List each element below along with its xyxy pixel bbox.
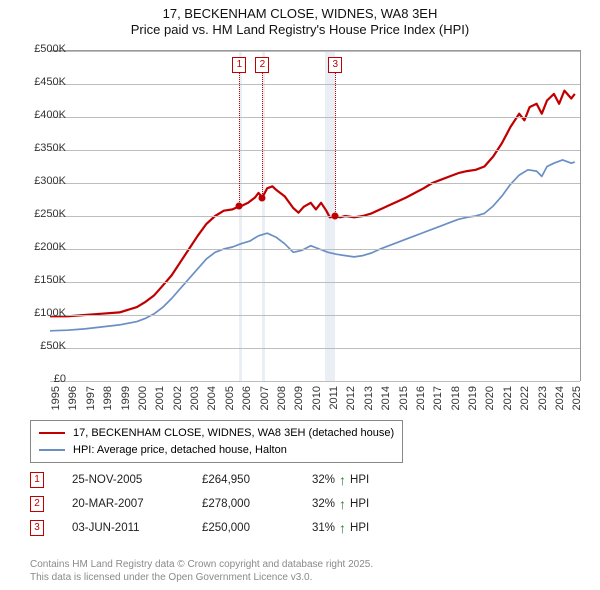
gridline-h: [50, 216, 580, 217]
gridline-h: [50, 282, 580, 283]
y-tick-label: £300K: [16, 175, 66, 187]
sale-marker-dot: [332, 213, 339, 220]
chart-legend: 17, BECKENHAM CLOSE, WIDNES, WA8 3EH (de…: [30, 420, 403, 463]
x-tick-label: 2003: [189, 386, 201, 426]
sales-diff: 32%↑HPI: [312, 496, 369, 512]
x-tick-label: 2025: [571, 386, 583, 426]
price-chart: 12 3: [50, 50, 581, 381]
sales-price: £264,950: [202, 474, 312, 486]
gridline-h: [50, 51, 580, 52]
x-tick-label: 2005: [224, 386, 236, 426]
gridline-h: [50, 117, 580, 118]
x-tick-label: 2017: [432, 386, 444, 426]
sale-marker-2: 2: [255, 57, 269, 73]
sales-diff: 31%↑HPI: [312, 520, 369, 536]
x-tick-label: 2022: [519, 386, 531, 426]
legend-row-price-paid: 17, BECKENHAM CLOSE, WIDNES, WA8 3EH (de…: [39, 425, 394, 442]
legend-label-hpi: HPI: Average price, detached house, Halt…: [73, 442, 287, 459]
page-title-line2: Price paid vs. HM Land Registry's House …: [0, 22, 600, 38]
footer-line2: This data is licensed under the Open Gov…: [30, 571, 373, 584]
x-tick-label: 1995: [50, 386, 62, 426]
sales-date: 25-NOV-2005: [72, 474, 202, 486]
x-tick-label: 1998: [102, 386, 114, 426]
x-tick-label: 2004: [206, 386, 218, 426]
x-tick-label: 2019: [467, 386, 479, 426]
y-tick-label: £500K: [16, 43, 66, 55]
gridline-h: [50, 381, 580, 382]
sales-price: £278,000: [202, 498, 312, 510]
series-hpi: [50, 160, 575, 331]
footer-line1: Contains HM Land Registry data © Crown c…: [30, 558, 373, 571]
arrow-up-icon: ↑: [339, 496, 346, 512]
y-tick-label: £250K: [16, 208, 66, 220]
gridline-h: [50, 150, 580, 151]
sales-diff: 32%↑HPI: [312, 472, 369, 488]
sales-date: 20-MAR-2007: [72, 498, 202, 510]
page-title-line1: 17, BECKENHAM CLOSE, WIDNES, WA8 3EH: [0, 6, 600, 22]
gridline-h: [50, 183, 580, 184]
y-tick-label: £400K: [16, 109, 66, 121]
sale-marker-1: 1: [232, 57, 246, 73]
sale-marker-dot: [259, 194, 266, 201]
license-footer: Contains HM Land Registry data © Crown c…: [30, 558, 373, 584]
x-tick-label: 1999: [120, 386, 132, 426]
x-tick-label: 2010: [311, 386, 323, 426]
legend-swatch-price-paid: [39, 432, 65, 434]
x-tick-label: 2015: [398, 386, 410, 426]
x-tick-label: 2013: [363, 386, 375, 426]
arrow-up-icon: ↑: [339, 472, 346, 488]
y-tick-label: £150K: [16, 274, 66, 286]
x-tick-label: 2002: [172, 386, 184, 426]
x-tick-label: 2001: [154, 386, 166, 426]
x-tick-label: 2012: [345, 386, 357, 426]
y-tick-label: £450K: [16, 76, 66, 88]
sales-row: 1 25-NOV-2005£264,95032%↑HPI: [30, 468, 369, 492]
sales-row: 3 03-JUN-2011£250,00031%↑HPI: [30, 516, 369, 540]
gridline-h: [50, 348, 580, 349]
sale-marker-line: [239, 73, 240, 206]
y-tick-label: £50K: [16, 340, 66, 352]
x-tick-label: 2023: [537, 386, 549, 426]
y-tick-label: £100K: [16, 307, 66, 319]
gridline-h: [50, 249, 580, 250]
x-tick-label: 2020: [484, 386, 496, 426]
sales-row: 2 20-MAR-2007£278,00032%↑HPI: [30, 492, 369, 516]
sales-index-box: 3: [30, 520, 44, 536]
x-tick-label: 1997: [85, 386, 97, 426]
sale-marker-line: [262, 73, 263, 198]
x-tick-label: 2021: [502, 386, 514, 426]
y-tick-label: £200K: [16, 241, 66, 253]
sales-table: 1 25-NOV-2005£264,95032%↑HPI 2 20-MAR-2007£…: [30, 468, 369, 540]
sale-marker-line: [335, 73, 336, 216]
x-tick-label: 2016: [415, 386, 427, 426]
x-tick-label: 2009: [293, 386, 305, 426]
x-tick-label: 2007: [259, 386, 271, 426]
x-tick-label: 1996: [67, 386, 79, 426]
x-tick-label: 2000: [137, 386, 149, 426]
sales-index-box: 2: [30, 496, 44, 512]
y-tick-label: £350K: [16, 142, 66, 154]
legend-row-hpi: HPI: Average price, detached house, Halt…: [39, 442, 394, 459]
sales-date: 03-JUN-2011: [72, 522, 202, 534]
y-tick-label: £0: [16, 373, 66, 385]
legend-label-price-paid: 17, BECKENHAM CLOSE, WIDNES, WA8 3EH (de…: [73, 425, 394, 442]
x-tick-label: 2006: [241, 386, 253, 426]
x-tick-label: 2011: [328, 386, 340, 426]
x-tick-label: 2024: [554, 386, 566, 426]
arrow-up-icon: ↑: [339, 520, 346, 536]
x-tick-label: 2008: [276, 386, 288, 426]
sale-marker-dot: [236, 203, 243, 210]
gridline-h: [50, 315, 580, 316]
sale-marker-3: 3: [328, 57, 342, 73]
sales-index-box: 1: [30, 472, 44, 488]
gridline-h: [50, 84, 580, 85]
sales-price: £250,000: [202, 522, 312, 534]
x-tick-label: 2014: [380, 386, 392, 426]
x-tick-label: 2018: [450, 386, 462, 426]
legend-swatch-hpi: [39, 449, 65, 451]
